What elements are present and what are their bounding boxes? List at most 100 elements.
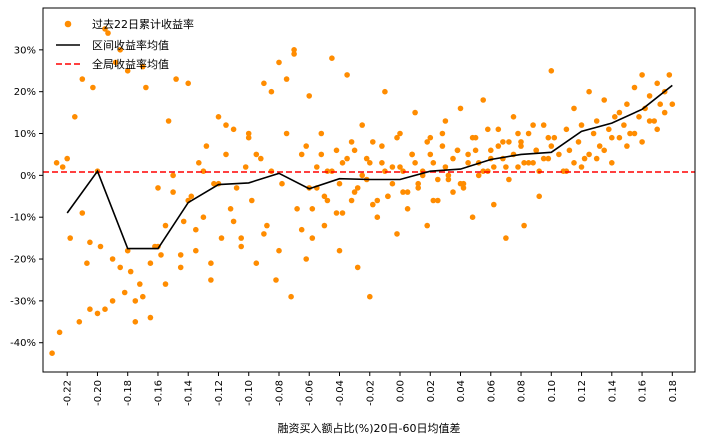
scatter-point xyxy=(351,147,358,154)
scatter-point xyxy=(170,172,176,179)
scatter-point xyxy=(344,72,350,78)
scatter-point xyxy=(616,134,623,141)
scatter-point xyxy=(454,147,461,154)
scatter-point xyxy=(548,68,555,74)
scatter-point xyxy=(536,168,542,174)
scatter-point xyxy=(385,193,391,200)
x-axis-ticks: -0.22 -0.20 -0.18 -0.16 -0.14 -0.12 -0.10 -0.08… xyxy=(63,372,679,406)
scatter-point xyxy=(339,160,346,166)
scatter-point xyxy=(87,239,93,246)
legend: 过去22日累计收益率 区间收益率均值 全局收益率均值 xyxy=(56,17,194,71)
scatter-point xyxy=(654,126,660,133)
scatter-point xyxy=(67,235,73,241)
scatter-point xyxy=(495,143,502,149)
scatter-point xyxy=(188,193,195,200)
scatter-point xyxy=(465,151,471,158)
scatter-point xyxy=(117,264,123,271)
scatter-point xyxy=(230,218,237,225)
scatter-point xyxy=(276,59,282,66)
scatter-point xyxy=(147,260,154,267)
scatter-point xyxy=(624,101,630,107)
scatter-point xyxy=(521,160,527,166)
y-tick-label: -10% xyxy=(10,213,36,224)
scatter-point xyxy=(480,97,487,103)
scatter-point xyxy=(298,151,305,158)
scatter-point xyxy=(245,134,252,141)
scatter-point xyxy=(661,109,668,116)
scatter-point xyxy=(540,155,547,162)
scatter-point xyxy=(435,176,441,183)
legend-label-scatter: 过去22日累计收益率 xyxy=(92,17,194,31)
scatter-point xyxy=(283,76,290,82)
scatter-point xyxy=(87,306,93,313)
scatter-point xyxy=(457,105,464,112)
scatter-point xyxy=(442,164,449,170)
scatter-point xyxy=(137,281,143,287)
scatter-point xyxy=(294,206,300,212)
scatter-point xyxy=(389,180,396,187)
scatter-point xyxy=(90,84,96,91)
scatter-point xyxy=(117,47,123,53)
scatter-point xyxy=(309,235,316,241)
scatter-point xyxy=(427,134,434,141)
scatter-point xyxy=(367,293,373,300)
y-tick-label: -20% xyxy=(10,255,36,266)
scatter-point xyxy=(291,47,297,53)
scatter-point xyxy=(631,130,638,137)
scatter-point xyxy=(193,226,199,233)
scatter-point xyxy=(333,210,340,216)
scatter-point xyxy=(238,243,244,250)
y-tick-label: 20% xyxy=(14,87,36,98)
scatter-point xyxy=(309,206,316,212)
scatter-point xyxy=(571,160,577,166)
scatter-point xyxy=(389,164,396,170)
scatter-point xyxy=(121,289,128,296)
scatter-point xyxy=(400,189,406,195)
x-tick-label: -0.18 xyxy=(123,380,134,406)
scatter-point xyxy=(64,155,70,162)
x-tick-label: -0.16 xyxy=(153,380,164,406)
scatter-point xyxy=(208,260,214,267)
scatter-point xyxy=(97,243,104,250)
scatter-point xyxy=(636,114,642,120)
legend-label-mean-line: 区间收益率均值 xyxy=(92,38,169,52)
scatter-point xyxy=(450,189,456,195)
y-tick-label: 0% xyxy=(20,171,36,182)
scatter-point xyxy=(143,84,149,91)
scatter-point xyxy=(261,80,267,87)
scatter-point xyxy=(336,180,343,187)
scatter-point xyxy=(586,88,592,95)
scatter-point xyxy=(669,101,676,107)
scatter-point xyxy=(102,306,108,313)
plot-area xyxy=(43,8,695,372)
y-axis-ticks: -40% -30% -20% -10% 0% 10% 20% 30% xyxy=(10,45,43,349)
scatter-point xyxy=(445,172,452,179)
scatter-point xyxy=(268,88,275,95)
scatter-point xyxy=(102,26,108,32)
scatter-point xyxy=(127,268,134,275)
scatter-point xyxy=(249,197,255,204)
x-tick-label: -0.12 xyxy=(214,380,225,406)
scatter-point xyxy=(318,130,325,137)
scatter-point xyxy=(223,151,229,158)
scatter-point xyxy=(491,164,497,170)
scatter-series xyxy=(49,26,676,357)
scatter-point xyxy=(155,185,161,191)
legend-label-global-line: 全局收益率均值 xyxy=(92,57,169,71)
scatter-point xyxy=(601,147,607,154)
scatter-point xyxy=(472,147,479,154)
scatter-point xyxy=(348,139,355,145)
scatter-point xyxy=(382,88,388,95)
scatter-point xyxy=(72,114,78,120)
scatter-point xyxy=(427,151,434,158)
scatter-point xyxy=(162,281,169,287)
scatter-point xyxy=(551,134,558,141)
scatter-point xyxy=(586,151,592,158)
scatter-point xyxy=(258,155,264,162)
scatter-point xyxy=(435,197,441,204)
scatter-point xyxy=(105,30,111,36)
scatter-point xyxy=(193,247,199,254)
scatter-point xyxy=(646,93,653,99)
scatter-point xyxy=(424,222,431,229)
